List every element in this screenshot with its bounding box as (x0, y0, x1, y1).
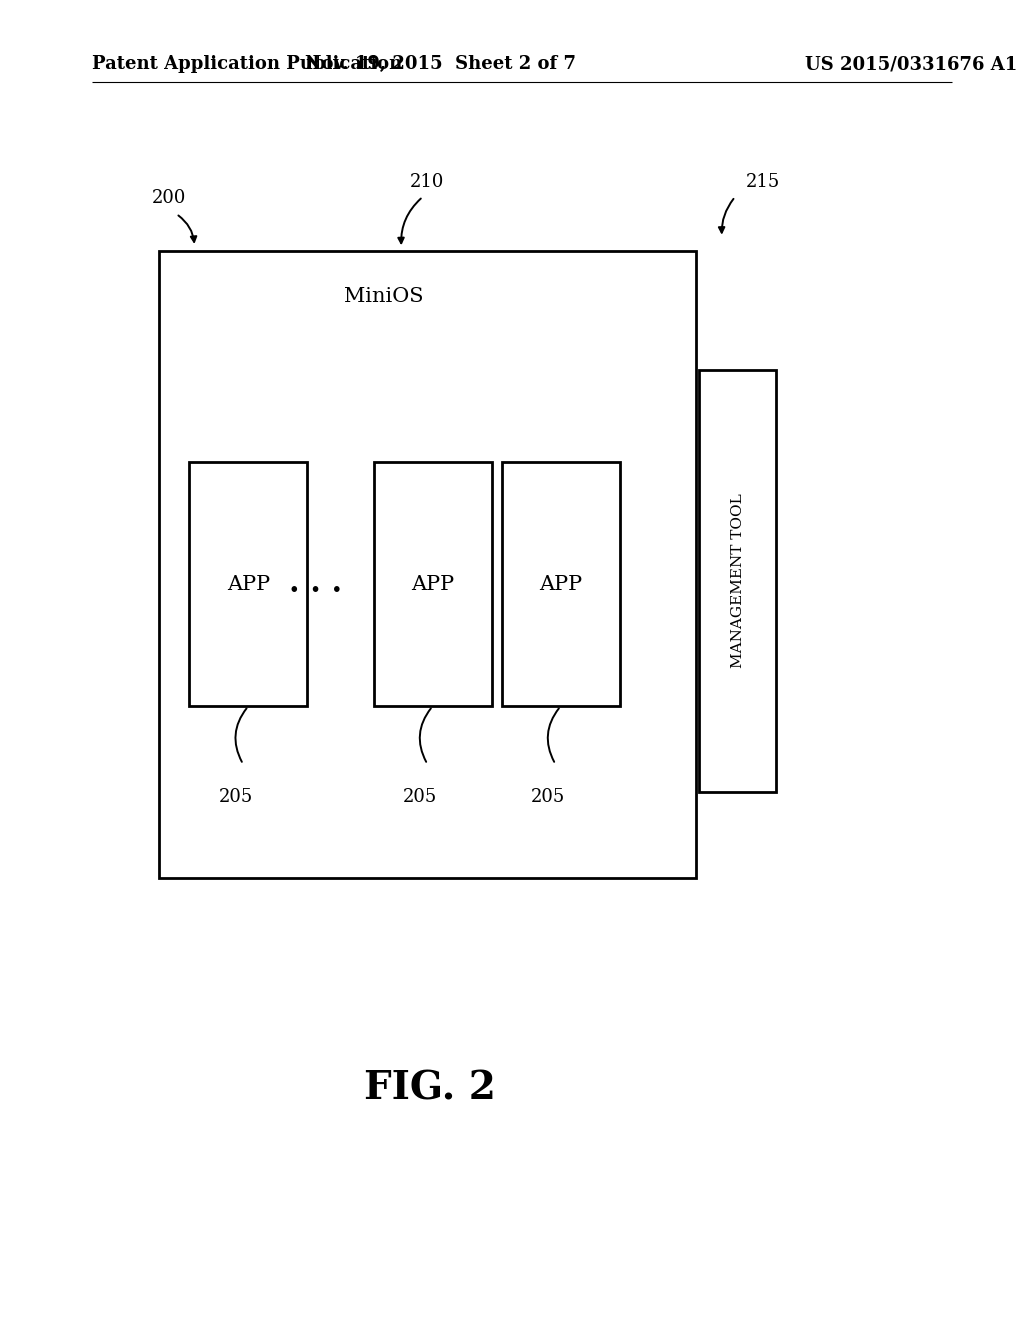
Text: 210: 210 (410, 173, 444, 191)
Text: APP: APP (226, 574, 270, 594)
Text: MANAGEMENT TOOL: MANAGEMENT TOOL (731, 494, 744, 668)
Text: 205: 205 (219, 788, 253, 807)
Bar (699, 370, 776, 792)
Text: APP: APP (539, 574, 583, 594)
Bar (502, 462, 620, 706)
Text: US 2015/0331676 A1: US 2015/0331676 A1 (805, 55, 1018, 74)
Text: MiniOS: MiniOS (344, 288, 424, 306)
Bar (159, 251, 696, 878)
Text: 200: 200 (152, 189, 186, 207)
Text: . . .: . . . (289, 568, 342, 599)
Text: Patent Application Publication: Patent Application Publication (92, 55, 402, 74)
Text: FIG. 2: FIG. 2 (365, 1071, 496, 1107)
Text: 215: 215 (745, 173, 779, 191)
Text: APP: APP (411, 574, 455, 594)
Text: Nov. 19, 2015  Sheet 2 of 7: Nov. 19, 2015 Sheet 2 of 7 (305, 55, 575, 74)
Text: 205: 205 (403, 788, 437, 807)
Bar (374, 462, 492, 706)
Bar (189, 462, 307, 706)
Text: 205: 205 (531, 788, 565, 807)
